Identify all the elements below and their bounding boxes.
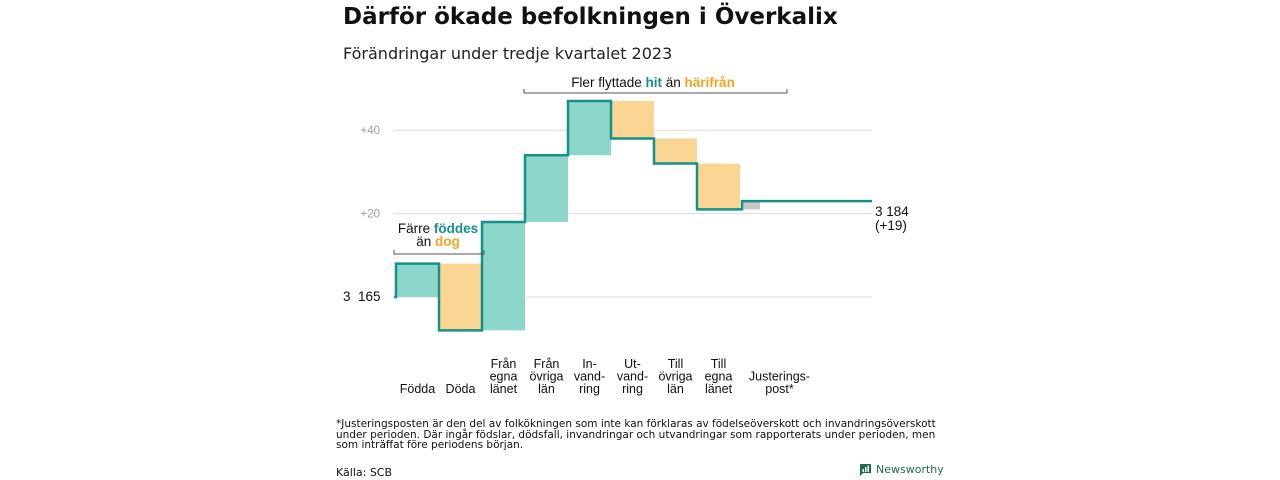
migration-bracket bbox=[523, 89, 788, 94]
end-value-label: 3 184 bbox=[875, 204, 909, 219]
migration-annotation-text: Fler flyttade hit än härifrån bbox=[571, 75, 735, 90]
category-label: övriga bbox=[529, 370, 563, 384]
bars bbox=[396, 101, 760, 331]
category-label: ring bbox=[579, 382, 600, 396]
category-label: Justerings- bbox=[749, 370, 810, 384]
birth-annotation-line2: än dog bbox=[416, 234, 460, 249]
migration-annotation: Fler flyttade hit än härifrån bbox=[523, 75, 788, 94]
category-label: vand- bbox=[574, 370, 605, 384]
category-label: Från bbox=[534, 357, 560, 371]
chart-subtitle: Förändringar under tredje kvartalet 2023 bbox=[343, 44, 673, 63]
category-label: Till bbox=[711, 357, 727, 371]
category-label: Ut- bbox=[624, 357, 641, 371]
end-change-label: (+19) bbox=[875, 218, 907, 233]
category-label: vand- bbox=[617, 370, 648, 384]
bar bbox=[525, 155, 568, 222]
step-line-path bbox=[394, 99, 872, 332]
source-text: Källa: SCB bbox=[336, 466, 393, 479]
category-label: Döda bbox=[446, 382, 476, 396]
bar bbox=[654, 138, 697, 164]
newsworthy-logo-icon bbox=[860, 464, 871, 476]
bar bbox=[439, 263, 482, 331]
category-label: Från bbox=[491, 357, 517, 371]
y-tick-label: +20 bbox=[360, 209, 380, 221]
footnote: *Justeringsposten är den del av folkökni… bbox=[336, 418, 936, 451]
birth-bracket bbox=[393, 250, 485, 255]
category-label: In- bbox=[582, 357, 597, 371]
y-tick-label: +40 bbox=[360, 125, 380, 137]
bar bbox=[396, 263, 439, 297]
birth-annotation-line1: Färre föddes bbox=[398, 221, 478, 236]
brand-logo: Newsworthy bbox=[859, 463, 944, 476]
brand-name: Newsworthy bbox=[876, 463, 944, 476]
step-line bbox=[394, 99, 872, 332]
category-label: ring bbox=[622, 382, 643, 396]
category-label: post* bbox=[765, 382, 794, 396]
bar bbox=[742, 201, 760, 210]
category-label: län bbox=[667, 382, 684, 396]
bar bbox=[482, 221, 525, 331]
bar bbox=[697, 163, 740, 210]
category-label: Till bbox=[668, 357, 684, 371]
category-label: egna bbox=[705, 370, 733, 384]
birth-annotation: Färre föddes än dog bbox=[393, 221, 485, 255]
category-label: Födda bbox=[400, 382, 435, 396]
category-label: länet bbox=[490, 382, 518, 396]
category-label: län bbox=[538, 382, 555, 396]
category-label: övriga bbox=[658, 370, 692, 384]
category-label: egna bbox=[490, 370, 518, 384]
start-value-label: 3 165 bbox=[343, 289, 381, 304]
chart-title: Därför ökade befolkningen i Överkalix bbox=[343, 4, 838, 30]
category-label: länet bbox=[705, 382, 733, 396]
bar bbox=[568, 101, 611, 156]
bar bbox=[611, 101, 654, 139]
